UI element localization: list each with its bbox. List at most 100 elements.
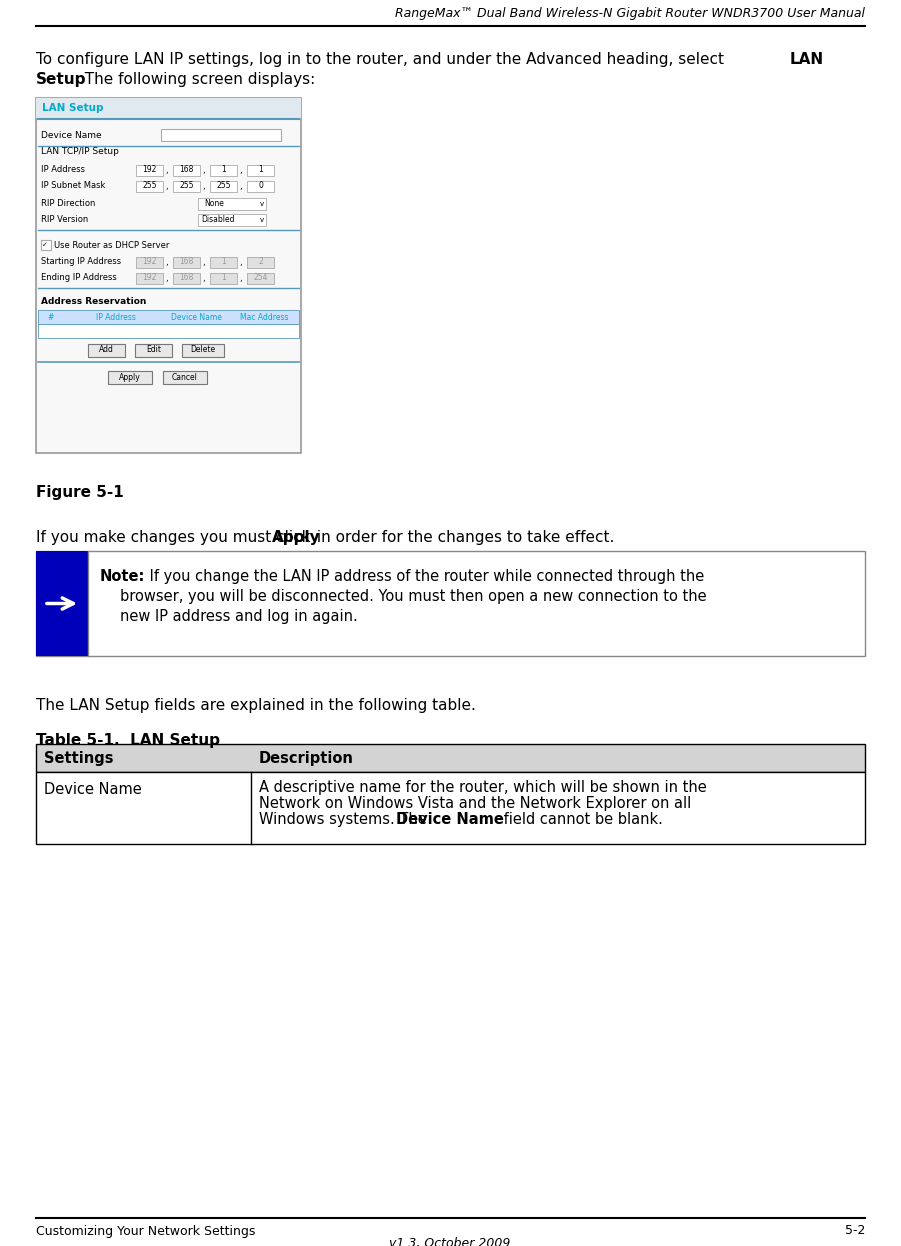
Text: ,: , xyxy=(239,166,241,174)
Bar xyxy=(173,181,200,192)
Bar xyxy=(136,273,163,284)
Bar xyxy=(198,198,266,211)
Text: 2: 2 xyxy=(258,258,263,267)
Text: If you make changes you must click: If you make changes you must click xyxy=(36,530,315,545)
Text: 1: 1 xyxy=(221,166,226,174)
Text: 168: 168 xyxy=(179,166,194,174)
Bar xyxy=(173,273,200,284)
Text: ,: , xyxy=(165,274,168,283)
Text: 5-2: 5-2 xyxy=(844,1225,865,1237)
Text: . The following screen displays:: . The following screen displays: xyxy=(75,72,315,87)
Text: Starting IP Address: Starting IP Address xyxy=(41,258,121,267)
Text: IP Address: IP Address xyxy=(41,166,85,174)
Text: Note:: Note: xyxy=(100,569,145,584)
Text: field cannot be blank.: field cannot be blank. xyxy=(499,812,663,827)
Bar xyxy=(247,164,274,176)
Text: Cancel: Cancel xyxy=(172,373,198,381)
Text: Device Name: Device Name xyxy=(170,313,222,321)
Bar xyxy=(247,273,274,284)
Bar xyxy=(210,164,237,176)
Text: Add: Add xyxy=(99,345,114,355)
Text: 168: 168 xyxy=(179,258,194,267)
Text: LAN: LAN xyxy=(790,52,824,67)
Bar xyxy=(36,98,301,454)
Bar xyxy=(36,744,865,773)
Text: To configure LAN IP settings, log in to the router, and under the Advanced headi: To configure LAN IP settings, log in to … xyxy=(36,52,729,67)
Text: LAN Setup: LAN Setup xyxy=(42,103,104,113)
Bar xyxy=(247,257,274,268)
Text: RangeMax™ Dual Band Wireless-N Gigabit Router WNDR3700 User Manual: RangeMax™ Dual Band Wireless-N Gigabit R… xyxy=(395,6,865,20)
Text: RIP Version: RIP Version xyxy=(41,216,88,224)
Text: ,: , xyxy=(165,258,168,267)
Text: Use Router as DHCP Server: Use Router as DHCP Server xyxy=(54,240,169,249)
Text: ,: , xyxy=(165,166,168,174)
Text: 255: 255 xyxy=(142,182,157,191)
Text: 1: 1 xyxy=(221,258,226,267)
Text: 0: 0 xyxy=(258,182,263,191)
Text: Mac Address: Mac Address xyxy=(240,313,288,321)
Text: Apply: Apply xyxy=(272,530,321,545)
Text: ,: , xyxy=(239,182,241,191)
Bar xyxy=(198,214,266,226)
Text: IP Address: IP Address xyxy=(96,313,136,321)
Text: RIP Direction: RIP Direction xyxy=(41,199,96,208)
Bar xyxy=(136,164,163,176)
Text: ,: , xyxy=(202,166,205,174)
Text: 192: 192 xyxy=(142,258,157,267)
Text: Table 5-1.  LAN Setup: Table 5-1. LAN Setup xyxy=(36,733,220,748)
Text: ,: , xyxy=(202,182,205,191)
Bar xyxy=(36,551,88,655)
Text: Device Name: Device Name xyxy=(44,782,141,797)
Bar xyxy=(161,130,281,141)
Text: 1: 1 xyxy=(221,274,226,283)
Bar xyxy=(247,181,274,192)
Text: The LAN Setup fields are explained in the following table.: The LAN Setup fields are explained in th… xyxy=(36,698,476,713)
Text: ,: , xyxy=(239,258,241,267)
Bar xyxy=(36,773,865,844)
Text: v: v xyxy=(260,217,264,223)
Text: IP Subnet Mask: IP Subnet Mask xyxy=(41,182,105,191)
Text: ,: , xyxy=(165,182,168,191)
Bar xyxy=(88,344,125,358)
Bar xyxy=(173,257,200,268)
Text: new IP address and log in again.: new IP address and log in again. xyxy=(120,609,358,624)
Text: ✓: ✓ xyxy=(42,242,48,248)
Text: Delete: Delete xyxy=(190,345,215,355)
Text: 192: 192 xyxy=(142,274,157,283)
Bar xyxy=(38,310,299,324)
Text: LAN TCP/IP Setup: LAN TCP/IP Setup xyxy=(41,147,119,157)
Bar xyxy=(36,98,301,118)
Text: Figure 5-1: Figure 5-1 xyxy=(36,485,123,500)
Text: 255: 255 xyxy=(179,182,194,191)
Text: Description: Description xyxy=(259,750,354,765)
Text: Apply: Apply xyxy=(119,373,141,381)
Bar xyxy=(41,240,51,250)
Text: v: v xyxy=(260,201,264,207)
Text: ,: , xyxy=(202,258,205,267)
Bar xyxy=(36,551,865,655)
Text: Customizing Your Network Settings: Customizing Your Network Settings xyxy=(36,1225,255,1237)
Text: browser, you will be disconnected. You must then open a new connection to the: browser, you will be disconnected. You m… xyxy=(120,589,706,604)
Text: None: None xyxy=(204,199,223,208)
Text: #: # xyxy=(48,313,54,321)
Text: Address Reservation: Address Reservation xyxy=(41,298,146,307)
Bar xyxy=(136,181,163,192)
Bar xyxy=(136,257,163,268)
Text: Network on Windows Vista and the Network Explorer on all: Network on Windows Vista and the Network… xyxy=(259,796,691,811)
Text: Windows systems. The: Windows systems. The xyxy=(259,812,432,827)
Text: v1.3, October 2009: v1.3, October 2009 xyxy=(389,1236,511,1246)
Text: Ending IP Address: Ending IP Address xyxy=(41,274,117,283)
Text: Edit: Edit xyxy=(146,345,161,355)
Text: If you change the LAN IP address of the router while connected through the: If you change the LAN IP address of the … xyxy=(145,569,705,584)
Text: Device Name: Device Name xyxy=(396,812,504,827)
Bar xyxy=(210,257,237,268)
Text: A descriptive name for the router, which will be shown in the: A descriptive name for the router, which… xyxy=(259,780,706,795)
Bar xyxy=(182,344,224,358)
Text: ,: , xyxy=(202,274,205,283)
Text: Settings: Settings xyxy=(44,750,114,765)
Bar xyxy=(210,181,237,192)
Text: 255: 255 xyxy=(216,182,231,191)
Text: in order for the changes to take effect.: in order for the changes to take effect. xyxy=(312,530,614,545)
Bar xyxy=(38,324,299,338)
Bar xyxy=(135,344,172,358)
